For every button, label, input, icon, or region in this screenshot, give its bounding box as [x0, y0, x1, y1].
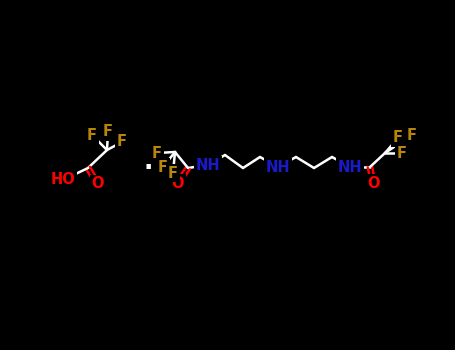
Text: F: F	[397, 146, 407, 161]
Text: NH: NH	[196, 158, 220, 173]
Text: F: F	[117, 134, 127, 149]
Text: O: O	[367, 175, 379, 190]
Text: F: F	[407, 127, 417, 142]
Text: O: O	[172, 175, 184, 190]
Text: HO: HO	[51, 173, 76, 188]
Text: NH: NH	[266, 160, 290, 175]
Text: NH: NH	[338, 160, 362, 175]
Text: F: F	[152, 146, 162, 161]
Text: F: F	[393, 131, 403, 146]
Text: F: F	[87, 127, 97, 142]
Text: F: F	[158, 160, 168, 175]
Text: ·: ·	[143, 156, 153, 180]
Text: F: F	[103, 125, 113, 140]
Text: F: F	[168, 166, 178, 181]
Text: O: O	[92, 176, 104, 191]
